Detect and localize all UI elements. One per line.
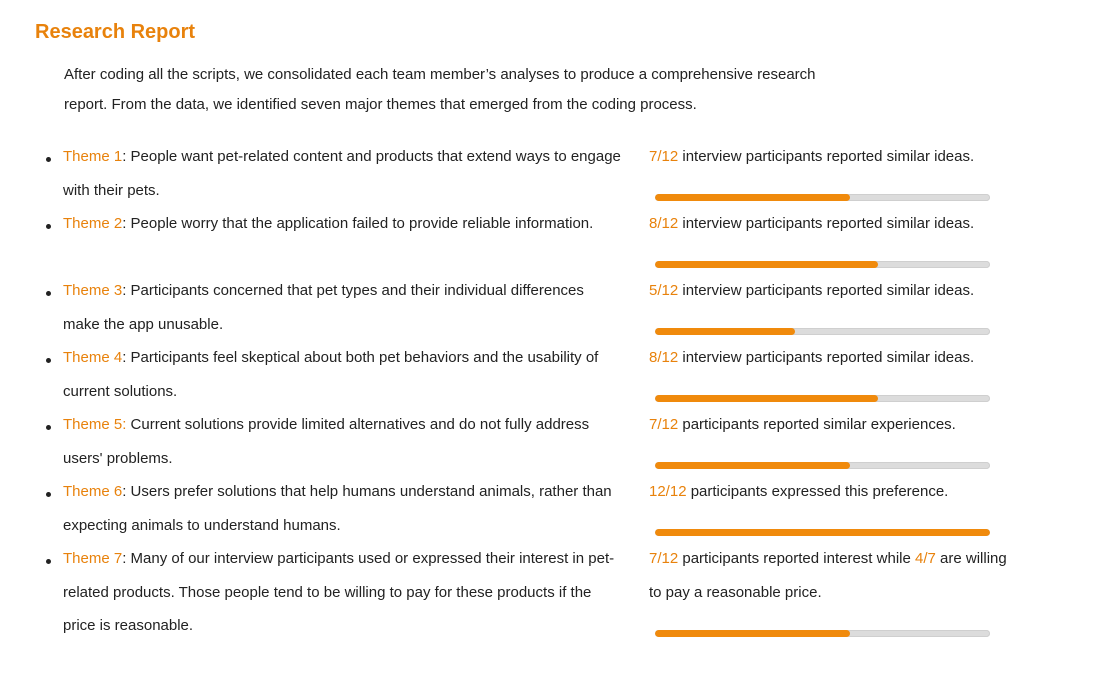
theme-stat: 8/12 interview participants reported sim…	[649, 207, 1079, 241]
progress-fill	[655, 261, 879, 268]
theme-item-6: Theme 6: Users prefer solutions that hel…	[0, 483, 1094, 550]
bullet	[46, 425, 51, 430]
intro-paragraph: After coding all the scripts, we consoli…	[64, 66, 816, 113]
progress-bar	[655, 529, 990, 536]
theme-description: Theme 1: People want pet-related content…	[63, 140, 623, 207]
theme-item-4: Theme 4: Participants feel skeptical abo…	[0, 349, 1094, 416]
theme-text: Many of our interview participants used …	[63, 550, 615, 634]
theme-text: Users prefer solutions that help humans …	[63, 483, 612, 534]
stat-text: interview participants reported similar …	[678, 215, 975, 232]
stat-text-secondary: are willing to pay a reasonable price.	[649, 550, 1007, 601]
bullet	[46, 224, 51, 229]
theme-item-2: Theme 2: People worry that the applicati…	[0, 215, 1094, 282]
theme-label: Theme 6	[63, 483, 123, 500]
progress-bar	[655, 328, 990, 335]
stat-text: interview participants reported similar …	[678, 282, 975, 299]
theme-text: People want pet-related content and prod…	[63, 148, 621, 199]
theme-item-1: Theme 1: People want pet-related content…	[0, 148, 1094, 215]
progress-fill	[655, 529, 990, 536]
progress-bar	[655, 462, 990, 469]
theme-stat: 7/12 interview participants reported sim…	[649, 140, 1079, 174]
theme-separator: :	[122, 349, 131, 366]
stat-fraction-secondary: 4/7	[915, 550, 936, 567]
theme-separator: :	[122, 483, 131, 500]
theme-stat: 5/12 interview participants reported sim…	[649, 274, 1079, 308]
theme-label: Theme 5:	[63, 416, 127, 433]
theme-description: Theme 6: Users prefer solutions that hel…	[63, 475, 623, 542]
theme-separator: :	[122, 215, 131, 232]
theme-item-7: Theme 7: Many of our interview participa…	[0, 550, 1094, 660]
theme-label: Theme 2	[63, 215, 123, 232]
progress-bar	[655, 395, 990, 402]
theme-text: Participants feel skeptical about both p…	[63, 349, 599, 400]
page-title: Research Report	[35, 21, 196, 43]
stat-fraction: 5/12	[649, 282, 679, 299]
progress-bar	[655, 194, 990, 201]
stat-fraction: 7/12	[649, 148, 679, 165]
theme-separator: :	[122, 282, 131, 299]
progress-bar	[655, 630, 990, 637]
stat-text: interview participants reported similar …	[678, 349, 975, 366]
theme-list: Theme 1: People want pet-related content…	[0, 148, 1094, 660]
theme-label: Theme 3	[63, 282, 123, 299]
theme-stat: 7/12 participants reported similar exper…	[649, 408, 1079, 442]
progress-fill	[655, 395, 879, 402]
theme-item-3: Theme 3: Participants concerned that pet…	[0, 282, 1094, 349]
theme-text: Participants concerned that pet types an…	[63, 282, 584, 333]
theme-item-5: Theme 5: Current solutions provide limit…	[0, 416, 1094, 483]
theme-label: Theme 4	[63, 349, 123, 366]
stat-text: interview participants reported similar …	[678, 148, 975, 165]
bullet	[46, 492, 51, 497]
stat-fraction: 12/12	[649, 483, 687, 500]
theme-stat: 8/12 interview participants reported sim…	[649, 341, 1079, 375]
theme-description: Theme 4: Participants feel skeptical abo…	[63, 341, 623, 408]
theme-description: Theme 5: Current solutions provide limit…	[63, 408, 623, 475]
theme-description: Theme 3: Participants concerned that pet…	[63, 274, 623, 341]
theme-separator: :	[122, 148, 131, 165]
theme-stat: 12/12 participants expressed this prefer…	[649, 475, 1079, 509]
stat-fraction: 8/12	[649, 349, 679, 366]
theme-text: People worry that the application failed…	[130, 215, 594, 232]
stat-text: participants reported similar experience…	[678, 416, 956, 433]
stat-fraction: 8/12	[649, 215, 679, 232]
bullet	[46, 358, 51, 363]
theme-description: Theme 7: Many of our interview participa…	[63, 542, 623, 643]
bullet	[46, 157, 51, 162]
theme-separator: :	[122, 550, 131, 567]
bullet	[46, 291, 51, 296]
theme-label: Theme 7	[63, 550, 123, 567]
theme-description: Theme 2: People worry that the applicati…	[63, 207, 623, 241]
progress-fill	[655, 462, 851, 469]
stat-text: participants reported interest while	[678, 550, 915, 567]
progress-fill	[655, 194, 851, 201]
theme-label: Theme 1	[63, 148, 123, 165]
theme-text: Current solutions provide limited altern…	[63, 416, 590, 467]
progress-fill	[655, 328, 795, 335]
stat-fraction: 7/12	[649, 550, 679, 567]
stat-text: participants expressed this preference.	[686, 483, 949, 500]
theme-stat: 7/12 participants reported interest whil…	[649, 542, 1009, 609]
progress-fill	[655, 630, 851, 637]
progress-bar	[655, 261, 990, 268]
bullet	[46, 559, 51, 564]
stat-fraction: 7/12	[649, 416, 679, 433]
